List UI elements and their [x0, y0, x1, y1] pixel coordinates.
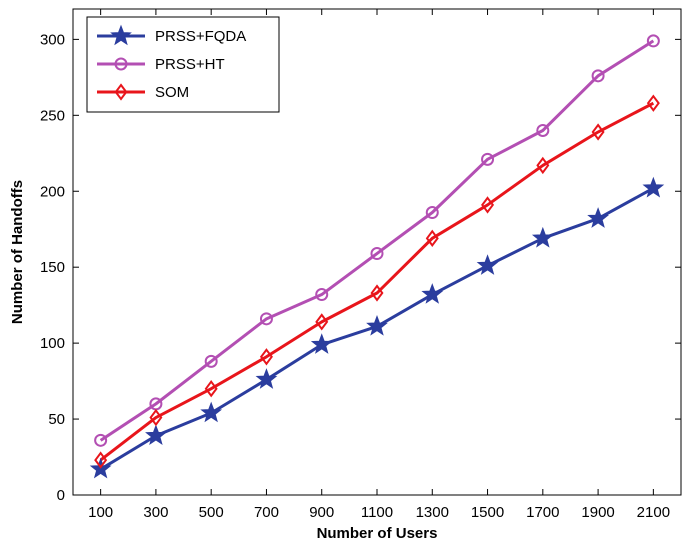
legend: PRSS+FQDA PRSS+HT SOM	[86, 16, 280, 113]
series-line-2	[99, 101, 655, 462]
legend-label: PRSS+FQDA	[155, 28, 246, 45]
data-point	[204, 380, 218, 398]
data-point	[200, 401, 223, 423]
x-tick-label: 1500	[471, 504, 504, 521]
data-point	[255, 368, 278, 389]
data-point	[94, 451, 108, 469]
x-tick-label: 900	[309, 504, 334, 521]
data-point	[366, 314, 388, 336]
data-point	[481, 196, 495, 214]
legend-marker	[114, 57, 128, 71]
y-tick-label: 150	[40, 259, 65, 276]
data-point	[536, 124, 550, 137]
data-point	[204, 354, 218, 368]
axis-ticks: 100 300 500 700 900 1100 1300 1500 1700 1900 2100 0…	[40, 9, 681, 521]
legend-marker	[110, 24, 132, 46]
data-point	[591, 123, 605, 141]
data-point	[476, 254, 499, 275]
data-point	[310, 333, 333, 354]
data-point	[425, 206, 439, 220]
x-tick-label: 100	[88, 504, 113, 521]
data-point	[531, 226, 554, 248]
data-point	[536, 156, 550, 175]
y-tick-label: 200	[40, 183, 65, 200]
data-point	[421, 283, 444, 304]
data-point	[425, 229, 439, 247]
data-point	[94, 433, 108, 447]
x-tick-label: 1700	[526, 504, 559, 521]
x-tick-label: 2100	[637, 504, 670, 521]
x-tick-label: 500	[199, 504, 224, 521]
data-point	[259, 348, 273, 366]
y-tick-label: 300	[40, 31, 65, 48]
y-tick-label: 250	[40, 107, 65, 124]
data-point	[646, 94, 660, 112]
data-point	[149, 408, 163, 427]
x-tick-label: 700	[254, 504, 279, 521]
data-point	[481, 152, 495, 166]
x-tick-label: 1900	[581, 504, 614, 521]
data-point	[145, 424, 167, 446]
x-tick-label: 1100	[361, 504, 393, 521]
series-markers	[89, 34, 665, 479]
data-point	[587, 207, 609, 228]
y-tick-label: 100	[40, 335, 65, 352]
x-axis-label: Number of Users	[317, 525, 438, 542]
data-point	[591, 69, 605, 83]
y-tick-label: 50	[48, 411, 65, 428]
series-line-1	[99, 39, 655, 442]
legend-label: PRSS+HT	[155, 56, 225, 73]
data-point	[642, 176, 665, 198]
y-tick-label: 0	[57, 487, 65, 504]
x-tick-label: 300	[143, 504, 168, 521]
data-point	[646, 34, 660, 48]
legend-marker	[114, 83, 128, 101]
data-point	[370, 284, 384, 302]
legend-label: SOM	[155, 84, 189, 101]
data-point	[259, 312, 273, 326]
data-point	[315, 288, 329, 302]
legend-entries: PRSS+FQDA PRSS+HT SOM	[97, 24, 246, 101]
data-point	[315, 313, 329, 331]
x-tick-label: 1300	[416, 504, 449, 521]
data-point	[370, 247, 384, 261]
y-axis-label: Number of Handoffs	[9, 180, 26, 324]
